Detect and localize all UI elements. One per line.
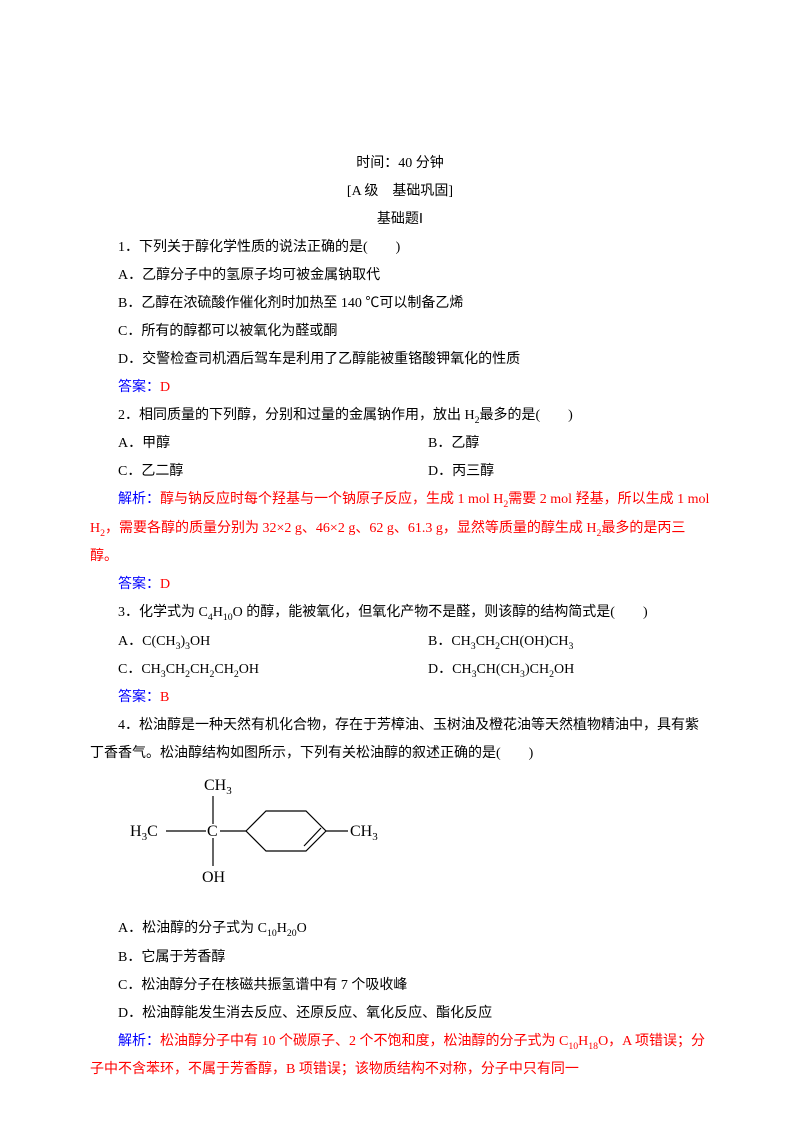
q3-stem: 3．化学式为 C4H10O 的醇，能被氧化，但氧化产物不是醛，则该醇的结构简式是… (90, 599, 710, 627)
central-c: C (207, 823, 218, 840)
q3-option-c: C．CH3CH2CH2CH2OH (90, 656, 400, 684)
text: 2．相同质量的下列醇，分别和过量的金属钠作用，放出 H (118, 408, 475, 423)
q3-options-row2: C．CH3CH2CH2CH2OH D．CH3CH(CH3)CH2OH (90, 656, 710, 684)
text: B．CH (428, 634, 471, 649)
q2-options-row2: C．乙二醇 D．丙三醇 (90, 458, 710, 486)
answer-label: 答案： (118, 380, 160, 395)
text: H (277, 921, 287, 936)
text: CH (166, 662, 185, 677)
q3-option-d: D．CH3CH(CH3)CH2OH (400, 656, 710, 684)
explanation-label: 解析： (118, 492, 160, 507)
oh-text: OH (202, 869, 226, 886)
text: 3．化学式为 C (118, 605, 208, 620)
text: CH (476, 634, 495, 649)
q4-option-b: B．它属于芳香醇 (90, 944, 710, 972)
q4-option-a: A．松油醇的分子式为 C10H20O (90, 915, 710, 943)
q1-option-a: A．乙醇分子中的氢原子均可被金属钠取代 (90, 262, 710, 290)
text: CH(OH)CH (500, 634, 568, 649)
text: A．C(CH (118, 634, 176, 649)
text: OH (554, 662, 574, 677)
q4-option-c: C．松油醇分子在核磁共振氢谱中有 7 个吸收峰 (90, 972, 710, 1000)
document-body: 时间：40 分钟 [A 级 基础巩固] 基础题Ⅰ 1．下列关于醇化学性质的说法正… (0, 0, 800, 1124)
q4-stem: 4．松油醇是一种天然有机化合物，存在于芳樟油、玉树油及橙花油等天然植物精油中，具… (90, 712, 710, 768)
text: A．松油醇的分子式为 C (118, 921, 267, 936)
text: 醇与钠反应时每个羟基与一个钠原子反应，生成 1 mol H (160, 492, 503, 507)
h3c-left-text: H3C (130, 823, 158, 843)
q1-option-c: C．所有的醇都可以被氧化为醛或酮 (90, 318, 710, 346)
q3-option-b: B．CH3CH2CH(OH)CH3 (400, 628, 710, 656)
q3-answer: 答案：B (90, 684, 710, 712)
ch3-top-text: CH3 (204, 777, 232, 797)
text: )CH (525, 662, 549, 677)
q2-options-row1: A．甲醇 B．乙醇 (90, 430, 710, 458)
text: H (213, 605, 223, 620)
q2-stem: 2．相同质量的下列醇，分别和过量的金属钠作用，放出 H2最多的是( ) (90, 402, 710, 430)
text: O (297, 921, 307, 936)
q1-option-d: D．交警检查司机酒后驾车是利用了乙醇能被重铬酸钾氧化的性质 (90, 346, 710, 374)
text: C．CH (118, 662, 161, 677)
text: 最多的是( ) (480, 408, 573, 423)
q4-option-d: D．松油醇能发生消去反应、还原反应、氧化反应、酯化反应 (90, 1000, 710, 1028)
q2-option-c: C．乙二醇 (90, 458, 400, 486)
text: ，需要各醇的质量分别为 32×2 g、46×2 g、62 g、61.3 g，显然… (105, 521, 596, 536)
text: D．CH (428, 662, 472, 677)
q1-option-b: B．乙醇在浓硫酸作催化剂时加热至 140 ℃可以制备乙烯 (90, 290, 710, 318)
text: CH(CH (476, 662, 520, 677)
ring (246, 811, 326, 851)
text: O 的醇，能被氧化，但氧化产物不是醛，则该醇的结构简式是( ) (233, 605, 648, 620)
answer-value: D (160, 577, 170, 592)
time-heading: 时间：40 分钟 (90, 150, 710, 178)
sub: 10 (223, 612, 233, 623)
explanation-label: 解析： (118, 1034, 160, 1049)
section-heading: 基础题Ⅰ (90, 206, 710, 234)
answer-value: B (160, 690, 169, 705)
answer-label: 答案： (118, 690, 160, 705)
ch3-right-text: CH3 (350, 823, 378, 843)
double-bond (304, 828, 321, 846)
q3-option-a: A．C(CH3)3OH (90, 628, 400, 656)
text: CH (214, 662, 233, 677)
text: OH (190, 634, 210, 649)
text: 松油醇分子中有 10 个碳原子、2 个不饱和度，松油醇的分子式为 C (160, 1034, 568, 1049)
text: CH (190, 662, 209, 677)
molecule-diagram: CH3 H3C C CH3 OH (118, 776, 710, 907)
answer-label: 答案： (118, 577, 160, 592)
text: H (578, 1034, 588, 1049)
q4-explanation: 解析：松油醇分子中有 10 个碳原子、2 个不饱和度，松油醇的分子式为 C10H… (90, 1028, 710, 1084)
q2-option-d: D．丙三醇 (400, 458, 710, 486)
q3-options-row1: A．C(CH3)3OH B．CH3CH2CH(OH)CH3 (90, 628, 710, 656)
text: OH (239, 662, 259, 677)
q1-stem: 1．下列关于醇化学性质的说法正确的是( ) (90, 234, 710, 262)
q2-option-b: B．乙醇 (400, 430, 710, 458)
q2-explanation: 解析：醇与钠反应时每个羟基与一个钠原子反应，生成 1 mol H2需要 2 mo… (90, 486, 710, 571)
q2-option-a: A．甲醇 (90, 430, 400, 458)
q2-answer: 答案：D (90, 571, 710, 599)
q1-answer: 答案：D (90, 374, 710, 402)
answer-value: D (160, 380, 170, 395)
level-heading: [A 级 基础巩固] (90, 178, 710, 206)
